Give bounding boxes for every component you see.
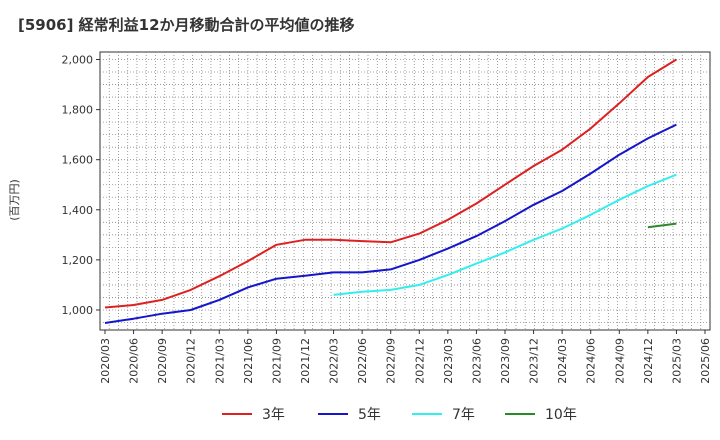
x-tick-label: 2023/06 [470,338,483,384]
series-line-7年 [333,173,677,296]
y-tick-label: 1,000 [62,304,94,317]
x-tick-label: 2021/12 [299,338,312,384]
x-tick-label: 2020/06 [128,338,141,384]
legend-label: 10年 [545,407,577,423]
series-line-10年 [647,222,677,229]
chart-title: [5906] 経常利益12か月移動合計の平均値の推移 [18,16,355,34]
x-tick-label: 2020/09 [156,338,169,384]
x-tick-label: 2021/06 [242,338,255,384]
x-tick-label: 2022/06 [356,338,369,384]
legend-label: 3年 [262,407,285,423]
x-axis: 2020/03 2020/06 2020/09 2020/12 2021/03 2021/… [99,330,712,384]
x-tick-label: 2021/09 [270,338,283,384]
series-line-3年 [104,58,677,309]
x-tick-label: 2022/09 [385,338,398,384]
y-tick-label: 2,000 [62,54,94,67]
grid [100,52,710,330]
x-tick-label: 2020/12 [185,338,198,384]
x-tick-label: 2024/12 [642,338,655,384]
x-tick-label: 2022/03 [328,338,341,384]
legend: 3年 5年 7年 10年 [222,407,577,423]
x-tick-label: 2024/09 [613,338,626,384]
x-tick-label: 2025/06 [699,338,712,384]
x-tick-label: 2023/03 [442,338,455,384]
y-axis-label: (百万円) [8,179,21,221]
legend-item-7年: 7年 [412,407,475,423]
series-line-5年 [104,123,677,324]
x-tick-label: 2020/03 [99,338,112,384]
y-tick-label: 1,200 [62,254,94,267]
legend-label: 5年 [358,407,381,423]
y-tick-label: 1,800 [62,104,94,117]
x-tick-label: 2024/06 [585,338,598,384]
x-tick-label: 2021/03 [213,338,226,384]
x-tick-label: 2023/09 [499,338,512,384]
x-tick-label: 2023/12 [528,338,541,384]
x-tick-label: 2024/03 [556,338,569,384]
legend-label: 7年 [452,407,475,423]
legend-item-10年: 10年 [505,407,577,423]
y-tick-label: 1,400 [62,204,94,217]
y-tick-label: 1,600 [62,154,94,167]
legend-item-3年: 3年 [222,407,285,423]
x-tick-label: 2022/12 [413,338,426,384]
y-axis: 1,000 1,200 1,400 1,600 1,800 2,000 [62,54,100,317]
x-tick-label: 2025/03 [670,338,683,384]
legend-item-5年: 5年 [318,407,381,423]
series-lines [104,58,677,324]
